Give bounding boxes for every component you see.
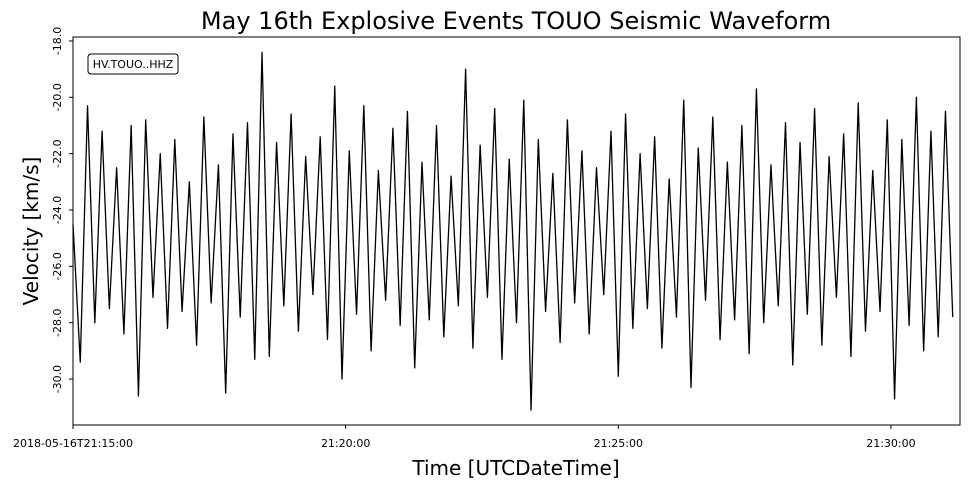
- x-tick-label: 21:30:00: [866, 437, 915, 450]
- y-tick-label: -20.0: [51, 83, 64, 111]
- waveform-line: [72, 51, 954, 411]
- x-tick-label: 21:20:00: [321, 437, 370, 450]
- x-tick-label: 2018-05-16T21:15:00: [13, 437, 133, 450]
- annotation: HV.TOUO..HHZ: [93, 58, 174, 71]
- y-tick-label: -24.0: [51, 196, 64, 224]
- x-tick-label: 21:25:00: [594, 437, 643, 450]
- plot-frame: [72, 36, 961, 426]
- y-tick-label: -30.0: [51, 365, 64, 393]
- chart-title: May 16th Explosive Events TOUO Seismic W…: [201, 7, 831, 35]
- x-axis-label: Time [UTCDateTime]: [411, 456, 619, 480]
- y-tick-label: -28.0: [51, 308, 64, 336]
- y-tick-label: -18.0: [51, 27, 64, 55]
- y-axis-label: Velocity [km/s]: [19, 157, 43, 306]
- y-tick-label: -22.0: [51, 139, 64, 167]
- y-tick-label: -26.0: [51, 252, 64, 280]
- annotation-box: [87, 53, 179, 75]
